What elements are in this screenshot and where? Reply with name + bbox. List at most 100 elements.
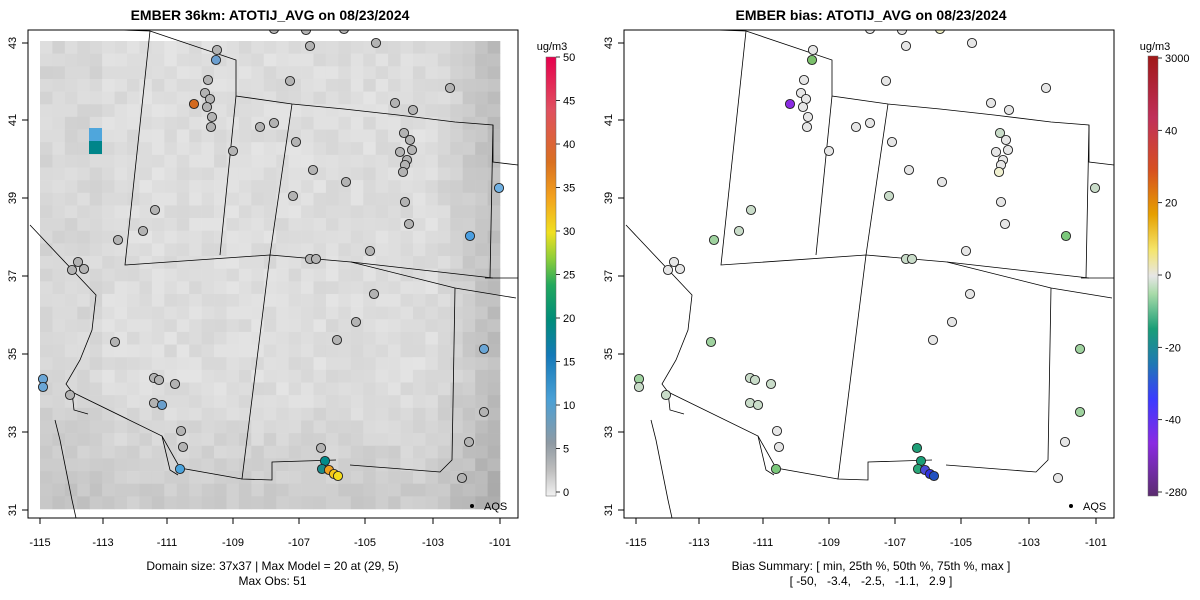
grid-cell — [375, 192, 389, 206]
grid-cell — [425, 41, 439, 54]
grid-cell — [288, 445, 302, 459]
grid-cell — [102, 458, 115, 472]
grid-cell — [102, 306, 115, 320]
grid-cell — [189, 268, 202, 282]
grid-cell — [313, 483, 327, 497]
grid-cell — [189, 142, 202, 156]
monitor-point — [1000, 134, 1012, 146]
grid-cell — [276, 91, 289, 105]
grid-cell — [164, 205, 178, 219]
grid-cell — [226, 180, 240, 194]
grid-cell — [189, 420, 202, 434]
grid-cell — [388, 129, 401, 143]
grid-cell — [487, 218, 501, 232]
grid-cell — [139, 205, 153, 219]
grid-cell — [89, 331, 103, 345]
grid-cell — [276, 243, 289, 257]
grid-cell — [276, 66, 289, 80]
grid-cell — [139, 129, 153, 143]
grid-cell — [89, 395, 103, 409]
model-grid-cells — [40, 41, 501, 510]
grid-cell — [201, 41, 215, 54]
grid-cell — [338, 91, 352, 105]
grid-cell — [102, 129, 115, 143]
grid-cell — [350, 192, 364, 206]
grid-cell — [375, 78, 389, 92]
grid-cell — [400, 369, 414, 383]
grid-cell — [189, 154, 202, 168]
monitor-point — [310, 253, 322, 265]
grid-cell — [127, 53, 140, 67]
grid-cell — [127, 104, 140, 118]
grid-cell — [238, 420, 252, 434]
grid-cell — [288, 483, 302, 497]
grid-cell — [462, 319, 476, 333]
grid-cell — [462, 41, 476, 54]
grid-cell — [64, 78, 78, 92]
grid-cell — [350, 357, 364, 371]
grid-cell — [139, 104, 153, 118]
grid-cell — [425, 496, 439, 510]
state-border-line — [269, 103, 293, 256]
grid-cell — [226, 167, 240, 181]
grid-cell — [437, 41, 451, 54]
grid-cell — [114, 458, 128, 472]
monitor-point — [960, 245, 972, 257]
grid-cell — [462, 53, 476, 67]
grid-cell — [89, 458, 103, 472]
grid-cell — [301, 154, 314, 168]
grid-cell — [325, 180, 339, 194]
grid-cell — [251, 243, 265, 257]
grid-cell — [102, 420, 115, 434]
grid-cell — [462, 331, 476, 345]
grid-cell — [288, 382, 302, 396]
grid-cell — [151, 66, 165, 80]
grid-cell — [388, 78, 401, 92]
grid-cell — [400, 78, 414, 92]
grid-cell — [89, 230, 103, 244]
grid-cell — [425, 218, 439, 232]
grid-cell — [164, 116, 178, 130]
grid-cell — [313, 192, 327, 206]
grid-cell — [40, 445, 53, 459]
state-border-line — [625, 224, 693, 393]
grid-cell — [263, 268, 277, 282]
grid-cell — [350, 407, 364, 421]
grid-cell — [475, 154, 488, 168]
grid-cell — [226, 281, 240, 295]
grid-cell — [400, 116, 414, 130]
grid-cell — [425, 53, 439, 67]
grid-cell — [77, 53, 91, 67]
monitor-point — [864, 117, 876, 129]
grid-cell — [251, 357, 265, 371]
grid-cell — [40, 344, 53, 358]
grid-cell — [176, 344, 190, 358]
grid-cell — [238, 331, 252, 345]
grid-cell — [102, 496, 115, 510]
grid-cell — [226, 218, 240, 232]
grid-cell — [263, 205, 277, 219]
grid-cell — [338, 496, 352, 510]
lat-tick-label: 43 — [603, 37, 615, 49]
grid-cell — [263, 344, 277, 358]
grid-cell — [77, 142, 91, 156]
grid-cell — [375, 218, 389, 232]
grid-cell — [40, 496, 53, 510]
grid-cell — [176, 66, 190, 80]
grid-cell — [64, 116, 78, 130]
grid-cell — [238, 319, 252, 333]
grid-cell — [127, 344, 140, 358]
grid-cell — [350, 331, 364, 345]
grid-cell — [425, 230, 439, 244]
grid-cell — [52, 167, 66, 181]
grid-cell — [114, 243, 128, 257]
grid-cell — [263, 281, 277, 295]
grid-cell — [151, 116, 165, 130]
grid-cell — [450, 306, 463, 320]
grid-cell — [325, 281, 339, 295]
grid-cell — [189, 458, 202, 472]
grid-cell — [462, 218, 476, 232]
colorbar-tick-label: 45 — [563, 96, 575, 108]
grid-cell — [462, 293, 476, 307]
grid-cell — [201, 180, 215, 194]
